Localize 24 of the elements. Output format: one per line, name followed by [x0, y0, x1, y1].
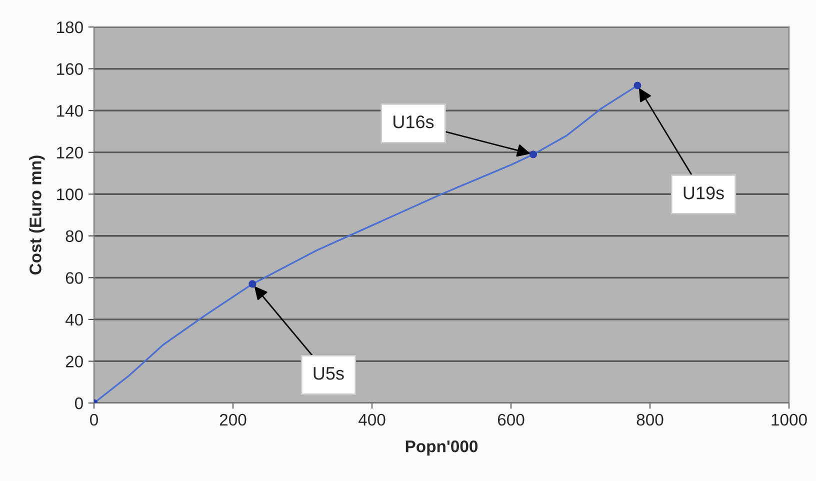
y-tick-label: 60	[66, 272, 83, 284]
y-axis-title: Cost (Euro mn)	[29, 156, 45, 274]
y-tick-label: 0	[74, 397, 83, 410]
y-tick-label: 80	[66, 230, 83, 242]
y-tick-label: 100	[57, 188, 83, 200]
y-tick-label: 180	[57, 21, 83, 34]
point	[248, 280, 256, 288]
x-tick-label: 0	[90, 414, 98, 426]
x-axis-title: Popn'000	[406, 440, 478, 456]
x-tick-label: 800	[636, 414, 664, 426]
annotation: U5s	[314, 367, 344, 380]
y-tick-label: 20	[66, 356, 83, 368]
y-tick-label: 140	[57, 104, 83, 117]
point	[634, 82, 642, 90]
x-tick-label: 1000	[772, 414, 807, 426]
annotation: U19s	[684, 186, 724, 200]
x-tick-label: 200	[220, 414, 246, 426]
y-tick-label: 40	[65, 314, 83, 326]
y-tick-label: 160	[57, 63, 83, 75]
y-tick-label: 120	[57, 146, 83, 159]
x-tick-label: 400	[358, 414, 386, 426]
point	[529, 150, 537, 158]
annotation: U16s	[394, 115, 434, 128]
x-tick-label: 600	[498, 414, 524, 426]
